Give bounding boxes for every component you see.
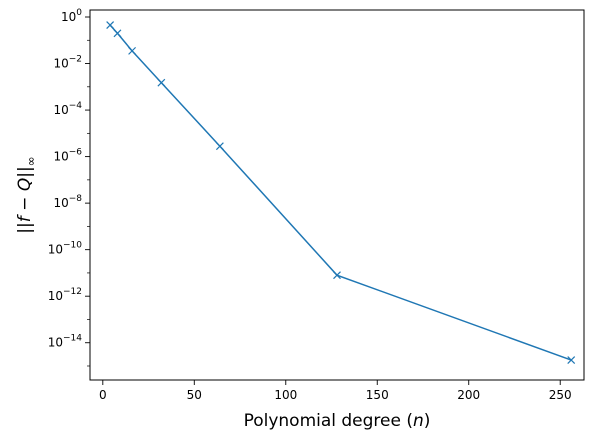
y-axis-label-sub: ∞: [24, 156, 38, 166]
x-tick-label: 150: [366, 388, 389, 402]
data-point-marker: [113, 29, 122, 38]
data-point-marker: [567, 356, 576, 364]
y-axis-label-close: ||: [15, 166, 35, 177]
data-point-marker: [128, 46, 137, 55]
x-tick-label: 0: [99, 388, 107, 402]
y-tick-label: 100: [61, 8, 82, 24]
y-axis-label-q: Q: [15, 178, 35, 191]
plot-area: [90, 10, 584, 380]
data-point-marker: [106, 21, 115, 29]
y-axis-label-open: ||: [15, 222, 35, 233]
x-tick-label: 50: [187, 388, 202, 402]
y-tick-label: 10−10: [48, 241, 83, 257]
y-tick-label: 10−12: [48, 287, 82, 303]
plot-frame: [89, 9, 585, 381]
x-axis-label-text: Polynomial degree (: [244, 411, 413, 431]
x-tick-label: 250: [549, 388, 572, 402]
y-axis: 100 10−2 10−4 10−6 10−8 10−10 10−12 10−14: [48, 8, 90, 367]
data-series: [106, 21, 576, 364]
x-axis-label-var: n: [413, 411, 424, 431]
y-tick-label: 10−14: [48, 334, 83, 350]
x-axis-label: Polynomial degree (n): [244, 411, 431, 431]
x-tick-label: 200: [457, 388, 480, 402]
y-tick-label: 10−4: [53, 101, 82, 117]
y-tick-label: 10−2: [53, 55, 82, 71]
data-point-marker: [333, 271, 341, 280]
y-axis-label: ||f − Q||∞: [15, 156, 38, 233]
x-axis: 0 50 100 150 200 250: [99, 380, 572, 402]
x-tick-label: 100: [274, 388, 297, 402]
y-tick-label: 10−8: [53, 194, 82, 210]
y-axis-label-minus: −: [15, 191, 35, 216]
x-axis-label-close: ): [424, 411, 431, 431]
y-tick-label: 10−6: [53, 148, 82, 164]
y-axis-label-f: f: [15, 213, 35, 222]
data-point-marker: [215, 142, 224, 151]
data-point-marker: [157, 78, 166, 87]
